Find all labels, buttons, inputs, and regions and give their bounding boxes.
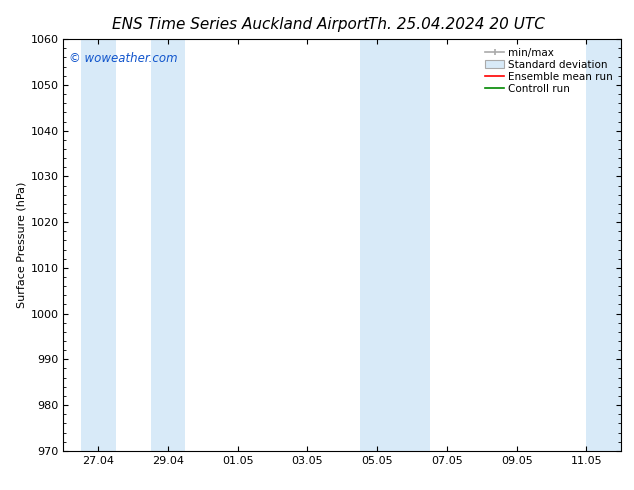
Text: Th. 25.04.2024 20 UTC: Th. 25.04.2024 20 UTC [368, 17, 545, 32]
Bar [586, 39, 621, 451]
Legend: min/max, Standard deviation, Ensemble mean run, Controll run: min/max, Standard deviation, Ensemble me… [482, 45, 616, 97]
Text: ENS Time Series Auckland Airport: ENS Time Series Auckland Airport [112, 17, 370, 32]
Bar [150, 39, 185, 451]
Bar [81, 39, 116, 451]
Y-axis label: Surface Pressure (hPa): Surface Pressure (hPa) [16, 182, 26, 308]
Bar [360, 39, 394, 451]
Bar [394, 39, 430, 451]
Text: © woweather.com: © woweather.com [69, 51, 178, 65]
